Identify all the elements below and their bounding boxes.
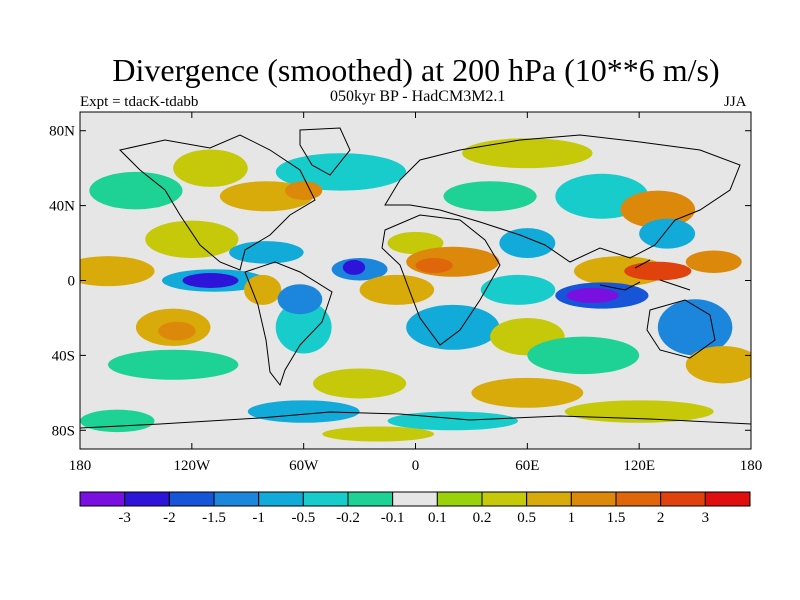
field-blob (566, 287, 619, 303)
colorbar-label: -2 (163, 510, 176, 526)
lon-tick-label: 120W (173, 458, 211, 474)
colorbar-label: -0.1 (381, 510, 405, 526)
map-axes: 80N 40N 0 40S 80S 180 120W 60W 0 60E 120E 180 (49, 112, 762, 474)
field-blob (145, 220, 239, 259)
field-blob (620, 190, 696, 229)
field-blob (471, 377, 584, 408)
field-blob (415, 258, 453, 274)
field-blob (277, 284, 323, 315)
lon-tick-label: 120E (623, 458, 655, 474)
colorbar-label: 2 (657, 510, 665, 526)
colorbar-swatch (526, 491, 572, 507)
field-blob (285, 181, 323, 200)
field-blob (275, 301, 332, 354)
field-blob (639, 218, 696, 249)
field-blob (480, 274, 556, 305)
lat-tick-label: 40S (52, 348, 75, 364)
colorbar-label: -3 (118, 510, 131, 526)
colorbar-swatch (302, 491, 349, 507)
field-blob (182, 273, 239, 288)
colorbar-swatch (392, 491, 438, 507)
field-blob (462, 138, 593, 169)
divergence-field (80, 138, 751, 442)
field-blob (275, 153, 407, 191)
chart-title: Divergence (smoothed) at 200 hPa (10**6 … (112, 52, 720, 88)
lon-tick-label: 60W (289, 458, 319, 474)
field-blob (89, 171, 183, 210)
field-blob (80, 256, 155, 287)
lon-tick-label: 180 (69, 458, 92, 474)
field-blob (322, 426, 435, 442)
field-blob (685, 346, 751, 384)
experiment-label: Expt = tdacK-tdabb (80, 94, 199, 110)
colorbar-swatch (660, 491, 706, 507)
field-blob (244, 274, 282, 305)
colorbar-swatch (436, 491, 483, 507)
field-blob (342, 259, 366, 275)
field-blob (499, 228, 556, 259)
colorbar-label: -0.2 (336, 510, 360, 526)
field-blob (312, 368, 407, 399)
field-blob (158, 321, 196, 341)
field-blob (685, 250, 742, 274)
colorbar-label: -0.5 (291, 510, 315, 526)
lon-tick-label: 180 (740, 458, 763, 474)
colorbar-label: 0.1 (428, 510, 447, 526)
colorbar-swatch (124, 491, 170, 507)
colorbar-label: 1 (568, 510, 576, 526)
field-blob (107, 349, 239, 380)
colorbar-swatch (481, 491, 528, 507)
colorbar-swatch (347, 491, 394, 507)
field-blob (527, 336, 640, 375)
colorbar-label: 0.2 (473, 510, 492, 526)
lon-tick-label: 0 (412, 458, 420, 474)
colorbar-label: 0.5 (517, 510, 536, 526)
chart-subtitle: 050kyr BP - HadCM3M2.1 (330, 88, 506, 105)
field-blob (247, 400, 360, 423)
season-label: JJA (724, 94, 747, 110)
colorbar-label: -1 (252, 510, 265, 526)
colorbar-swatch (615, 491, 662, 507)
field-blob (80, 409, 155, 433)
colorbar-label: 3 (702, 510, 710, 526)
field-blob (624, 261, 692, 281)
colorbar-swatch (570, 491, 617, 507)
colorbar-swatch (168, 491, 215, 507)
field-blob (443, 181, 537, 212)
lat-tick-label: 80N (49, 124, 75, 140)
field-blob (406, 304, 500, 350)
colorbar: -3 -2 -1.5 -1 -0.5 -0.2 -0.1 0.1 0.2 0.5 1 1.5 2 3 (79, 491, 751, 526)
colorbar-swatch (79, 491, 126, 507)
field-blob (564, 400, 714, 423)
colorbar-label: 1.5 (607, 510, 626, 526)
colorbar-label: -1.5 (202, 510, 226, 526)
lat-tick-label: 0 (68, 274, 76, 290)
lon-tick-label: 60E (515, 458, 539, 474)
lat-tick-label: 80S (52, 423, 75, 439)
field-blob (359, 274, 435, 305)
field-blob (387, 231, 444, 255)
field-blob (229, 241, 304, 264)
colorbar-swatch (704, 491, 751, 507)
lat-tick-label: 40N (49, 199, 75, 215)
colorbar-swatch (258, 491, 304, 507)
field-blob (173, 149, 248, 187)
colorbar-swatch (213, 491, 260, 507)
field-blob (387, 411, 519, 431)
coastlines (80, 127, 751, 429)
